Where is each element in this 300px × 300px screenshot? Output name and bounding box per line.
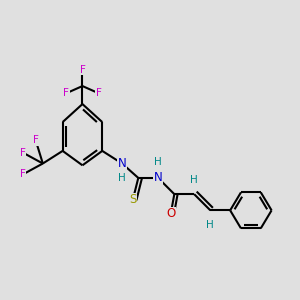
Text: S: S [129, 193, 137, 206]
Text: H: H [154, 157, 162, 167]
Text: N: N [154, 171, 163, 184]
Text: O: O [166, 207, 175, 220]
Text: F: F [96, 88, 102, 98]
Text: H: H [206, 220, 214, 230]
Text: F: F [33, 135, 39, 145]
Text: F: F [63, 88, 69, 98]
Text: F: F [20, 148, 26, 158]
Text: F: F [20, 169, 26, 179]
Text: F: F [80, 65, 85, 75]
Text: H: H [190, 175, 198, 185]
Text: N: N [118, 157, 127, 170]
Text: H: H [118, 173, 126, 183]
